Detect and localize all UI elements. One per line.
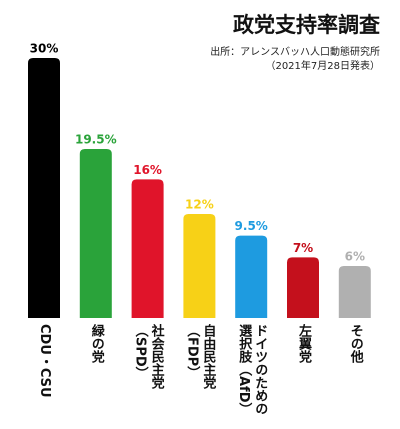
data-label: 16% <box>133 163 162 177</box>
bar <box>79 149 112 318</box>
x-tick-label: その他 <box>347 324 363 363</box>
data-label: 9.5% <box>235 219 268 233</box>
bar <box>183 214 216 318</box>
category-label: 社会民主党 （SPD） <box>132 324 164 389</box>
data-label: 30% <box>30 42 59 56</box>
subtitle: 出所：アレンスバッハ人口動態研究所 <box>210 45 380 58</box>
x-tick-label: 左翼党 <box>296 324 311 363</box>
chart-title: 政党支持率調査 <box>233 13 380 37</box>
category-label: 自由民主党 （FDP） <box>184 324 216 389</box>
x-tick-label: 社会民主党 （SPD） <box>132 324 164 389</box>
category-label: 左翼党 <box>296 324 311 363</box>
data-label: 6% <box>345 250 365 264</box>
bar <box>338 266 371 318</box>
category-label: CDU・CSU <box>37 324 52 398</box>
category-label: 緑の党 <box>88 324 104 363</box>
category-label: ドイツのための 選択肢（AfD） <box>236 324 268 416</box>
data-label: 19.5% <box>75 133 117 147</box>
bar <box>287 257 319 318</box>
bar <box>131 179 164 318</box>
data-label: 7% <box>293 241 313 255</box>
x-tick-label: CDU・CSU <box>37 324 52 398</box>
data-label: 12% <box>185 198 214 212</box>
x-tick-label: ドイツのための 選択肢（AfD） <box>236 324 268 416</box>
x-tick-label: 自由民主党 （FDP） <box>184 324 216 389</box>
category-label: その他 <box>347 324 363 363</box>
subtitle: （2021年7月28日発表） <box>265 59 380 72</box>
bar <box>235 235 268 318</box>
x-tick-label: 緑の党 <box>88 324 104 363</box>
bar <box>28 58 60 318</box>
